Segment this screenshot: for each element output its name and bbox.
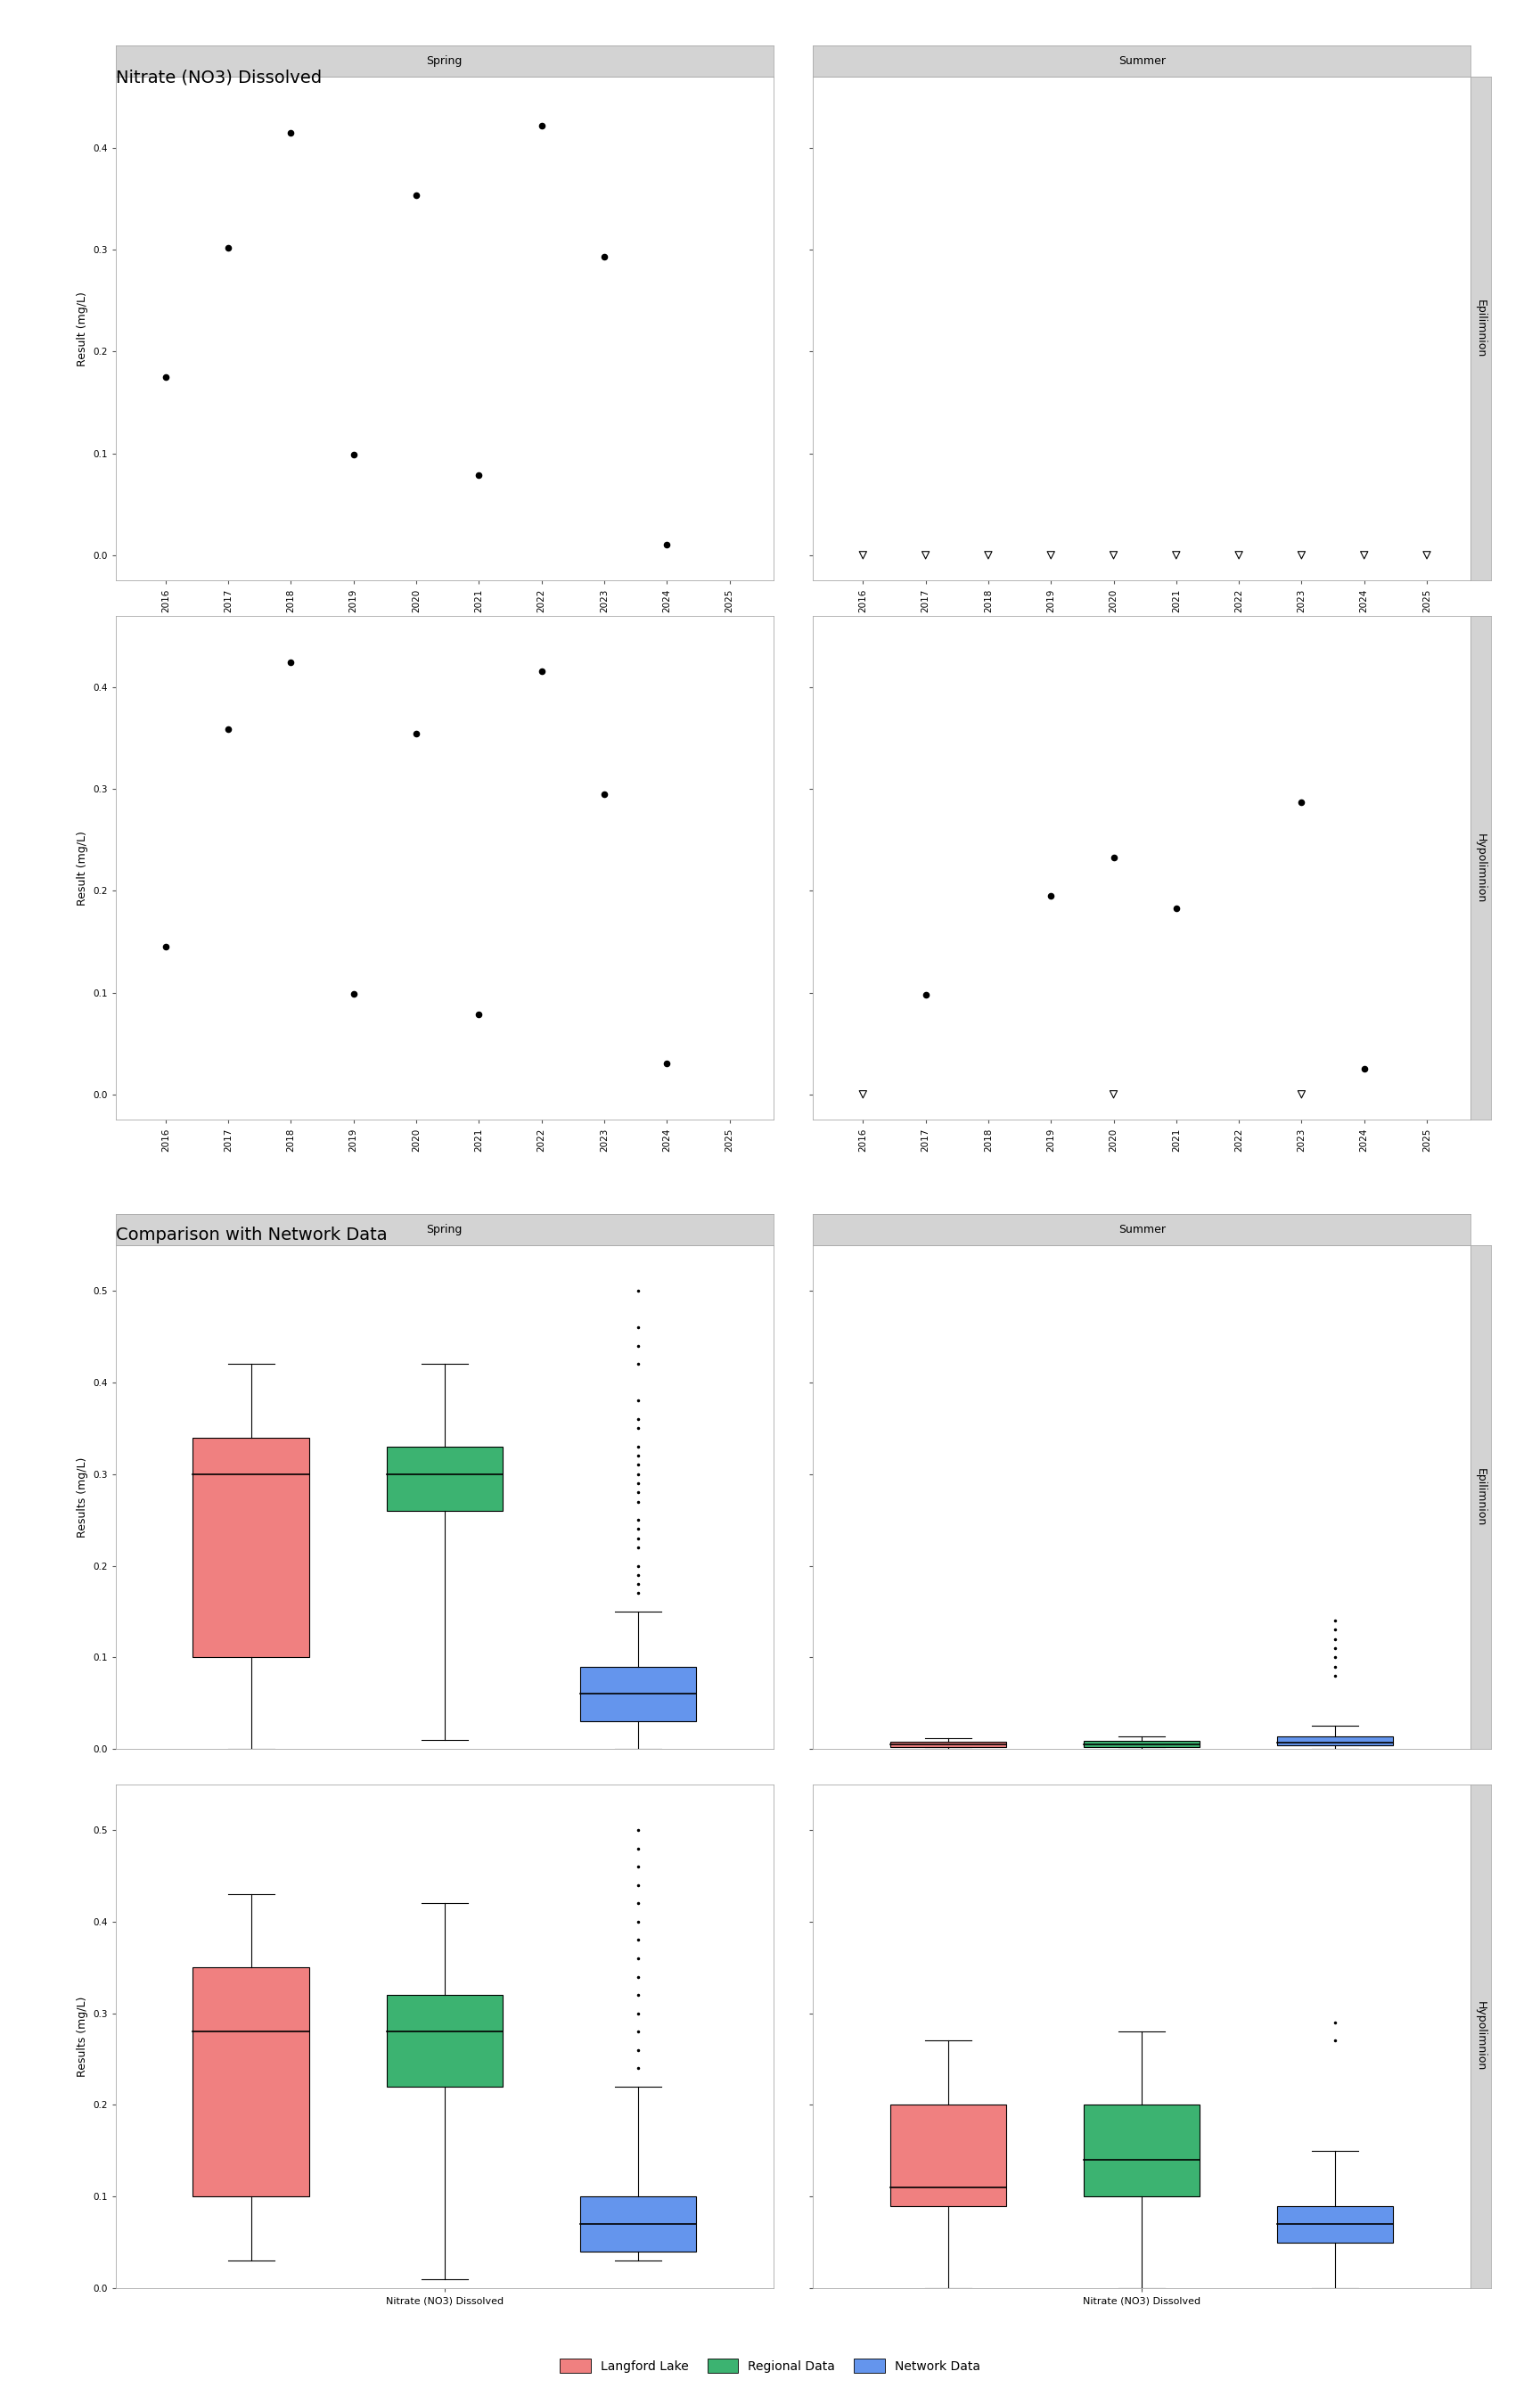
Point: [913, 975, 938, 1014]
Text: Comparison with Network Data: Comparison with Network Data: [116, 1227, 387, 1244]
Point: [1289, 783, 1314, 822]
Bar: [192, 1438, 310, 1658]
Point: [530, 105, 554, 144]
Bar: [1084, 1742, 1200, 1747]
Point: [154, 927, 179, 966]
Bar: [581, 2197, 696, 2252]
Bar: [1277, 1737, 1394, 1744]
Point: [279, 113, 303, 151]
Point: [1289, 537, 1314, 575]
Legend: Langford Lake, Regional Data, Network Data: Langford Lake, Regional Data, Network Da…: [554, 2353, 986, 2377]
Point: [1101, 537, 1126, 575]
Y-axis label: Results (mg/L): Results (mg/L): [75, 1996, 88, 2077]
Point: [1289, 1076, 1314, 1114]
Point: [913, 537, 938, 575]
Point: [1415, 537, 1440, 575]
Point: [216, 228, 240, 266]
Point: [1038, 537, 1063, 575]
Text: Epilimnion: Epilimnion: [1475, 300, 1486, 357]
Point: [1226, 537, 1250, 575]
Point: [342, 436, 367, 474]
Y-axis label: Result (mg/L): Result (mg/L): [75, 292, 88, 367]
Point: [467, 994, 491, 1033]
Point: [1101, 839, 1126, 877]
Text: Epilimnion: Epilimnion: [1475, 1469, 1486, 1526]
Text: Summer: Summer: [1118, 1224, 1166, 1236]
Point: [850, 537, 875, 575]
Point: [591, 774, 616, 812]
Point: [1164, 537, 1189, 575]
Bar: [192, 1967, 310, 2197]
Y-axis label: Result (mg/L): Result (mg/L): [75, 831, 88, 906]
Point: [154, 357, 179, 395]
Point: [403, 714, 428, 752]
Point: [1038, 877, 1063, 915]
Point: [467, 455, 491, 494]
Text: Spring: Spring: [427, 55, 462, 67]
Point: [654, 1045, 679, 1083]
Point: [1352, 1049, 1377, 1088]
Y-axis label: Results (mg/L): Results (mg/L): [75, 1457, 88, 1538]
Bar: [387, 1996, 502, 2087]
Point: [279, 645, 303, 683]
Point: [530, 652, 554, 690]
Point: [1101, 1076, 1126, 1114]
Point: [342, 975, 367, 1014]
Point: [591, 237, 616, 276]
Point: [1352, 537, 1377, 575]
Point: [1164, 889, 1189, 927]
Bar: [387, 1447, 502, 1512]
Point: [403, 175, 428, 213]
Text: Hypolimnion: Hypolimnion: [1475, 2001, 1486, 2070]
Text: Nitrate (NO3) Dissolved: Nitrate (NO3) Dissolved: [116, 69, 322, 86]
Point: [976, 537, 1001, 575]
Bar: [581, 1668, 696, 1720]
Bar: [890, 1742, 1006, 1747]
Point: [216, 709, 240, 748]
Bar: [890, 2106, 1006, 2207]
Bar: [1277, 2207, 1394, 2243]
Text: Summer: Summer: [1118, 55, 1166, 67]
Point: [654, 525, 679, 563]
Point: [850, 1076, 875, 1114]
Text: Spring: Spring: [427, 1224, 462, 1236]
Text: Hypolimnion: Hypolimnion: [1475, 834, 1486, 903]
Bar: [1084, 2106, 1200, 2197]
